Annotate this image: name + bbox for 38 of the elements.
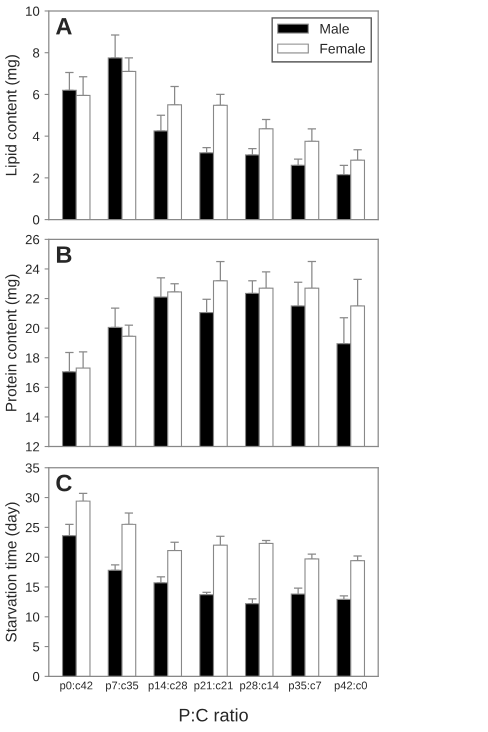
annotation: A — [56, 18, 72, 34]
y-tick-label: 24 — [26, 264, 40, 274]
y-tick-label: 16 — [26, 382, 40, 392]
legend-label: Female — [320, 43, 366, 54]
y-tick-label: 2 — [33, 173, 40, 183]
x-tick-label: p14:c28 — [148, 682, 188, 692]
x-tick-label: p42:c0 — [334, 682, 367, 692]
y-tick-label: 22 — [26, 294, 40, 304]
y-tick-label: 30 — [26, 493, 40, 502]
x-tick-label: p35:c7 — [289, 682, 322, 692]
y-tick-label: 25 — [26, 522, 40, 532]
y-tick-label: 5 — [32, 642, 40, 652]
y-axis-title: Starvation time (day) — [5, 502, 20, 642]
y-tick-label: 10 — [26, 6, 40, 16]
y-tick-label: 20 — [26, 552, 40, 562]
y-tick-label: 12 — [26, 442, 40, 452]
y-axis-title: Protein content (mg) — [5, 274, 20, 411]
y-tick-label: 4 — [32, 132, 40, 141]
x-tick-label: p7:c35 — [106, 682, 138, 692]
y-tick-label: 0 — [32, 215, 40, 225]
y-tick-label: 10 — [26, 612, 40, 622]
y-tick-label: 18 — [26, 353, 40, 363]
y-tick-label: 26 — [26, 234, 40, 244]
x-tick-label: p21:c21 — [194, 682, 233, 692]
y-tick-label: 20 — [26, 324, 40, 334]
annotation: C — [56, 474, 72, 492]
x-axis-title: P:C ratio — [180, 708, 248, 722]
y-tick-label: 0 — [32, 672, 40, 682]
y-axis-title: Lipid content (mg) — [5, 55, 20, 176]
x-tick-label: p28:c14 — [240, 682, 279, 692]
y-tick-label: 6 — [33, 90, 40, 100]
y-tick-label: 14 — [26, 412, 40, 422]
legend-label: Male — [320, 23, 349, 34]
annotation: B — [56, 246, 72, 263]
y-tick-label: 15 — [26, 582, 40, 592]
y-tick-label: 35 — [26, 463, 40, 473]
x-tick-label: p0:c42 — [60, 682, 92, 692]
y-tick-label: 8 — [33, 48, 40, 58]
